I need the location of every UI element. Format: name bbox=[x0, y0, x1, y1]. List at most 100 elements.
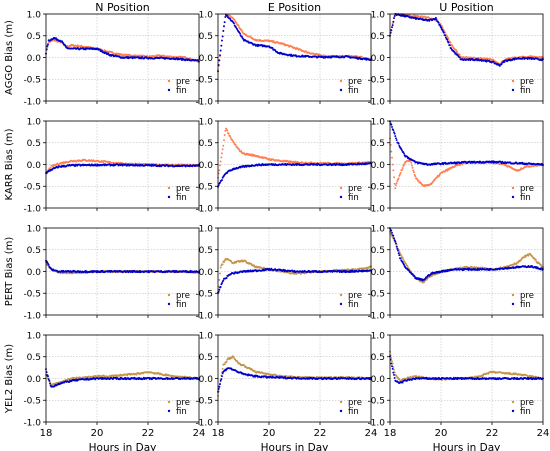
data-point-fin bbox=[498, 65, 501, 67]
data-point-pre bbox=[52, 165, 55, 168]
data-point-fin bbox=[393, 132, 396, 135]
data-point-pre bbox=[272, 40, 275, 43]
y-tick-label: -0.5 bbox=[23, 397, 41, 407]
y-tick-label: -0.5 bbox=[195, 76, 213, 86]
data-point-fin bbox=[398, 254, 401, 257]
data-point-fin bbox=[104, 51, 107, 54]
data-point-pre bbox=[221, 152, 223, 155]
data-point-fin bbox=[392, 234, 395, 237]
y-tick-label: 1.0 bbox=[27, 10, 42, 20]
data-point-pre bbox=[226, 129, 229, 132]
data-point-fin bbox=[446, 38, 449, 41]
data-point-fin bbox=[396, 247, 399, 250]
data-point-pre bbox=[399, 173, 401, 176]
x-tick-label: 22 bbox=[142, 428, 155, 439]
data-point-pre bbox=[406, 264, 409, 267]
y-tick-label: -0.5 bbox=[367, 290, 385, 300]
y-tick-label: -0.5 bbox=[195, 290, 213, 300]
data-point-fin bbox=[218, 59, 221, 62]
data-point-fin bbox=[391, 231, 393, 234]
y-tick-label: 0.5 bbox=[27, 139, 41, 149]
legend-marker-fin bbox=[339, 195, 343, 199]
legend-marker-pre bbox=[167, 186, 171, 190]
data-point-fin bbox=[221, 35, 224, 38]
legend-label-fin: fin bbox=[176, 407, 187, 417]
data-point-pre bbox=[240, 150, 243, 153]
data-point-pre bbox=[492, 58, 495, 61]
data-point-fin bbox=[390, 229, 393, 232]
data-point-pre bbox=[225, 360, 228, 363]
data-point-pre bbox=[219, 272, 221, 275]
data-point-fin bbox=[458, 56, 461, 59]
data-point-fin bbox=[395, 242, 397, 245]
legend-label-pre: pre bbox=[348, 77, 362, 87]
y-axis-label: AGGO Bias (m) bbox=[4, 20, 15, 95]
data-point-fin bbox=[390, 29, 393, 32]
legend-label-fin: fin bbox=[348, 193, 359, 203]
y-tick-label: -1.0 bbox=[195, 204, 213, 214]
y-tick-label: 0.0 bbox=[199, 161, 214, 171]
data-point-pre bbox=[227, 132, 230, 135]
data-point-fin bbox=[392, 20, 395, 23]
data-point-pre bbox=[390, 150, 393, 153]
data-point-pre bbox=[224, 129, 227, 132]
y-tick-label: 0.5 bbox=[27, 246, 41, 256]
legend-label-fin: fin bbox=[176, 86, 187, 96]
legend-marker-fin bbox=[167, 409, 171, 413]
data-point-fin bbox=[395, 139, 398, 141]
data-point-fin bbox=[453, 51, 456, 53]
data-point-pre bbox=[393, 182, 396, 185]
data-point-pre bbox=[219, 266, 222, 269]
data-point-fin bbox=[503, 61, 506, 63]
column-title: E Position bbox=[268, 1, 321, 14]
data-point-fin bbox=[221, 179, 223, 182]
data-point-fin bbox=[442, 31, 445, 34]
data-point-fin bbox=[47, 375, 49, 378]
y-tick-label: -0.5 bbox=[367, 76, 385, 86]
legend-marker-pre bbox=[167, 400, 171, 404]
data-point-fin bbox=[47, 43, 49, 46]
data-point-pre bbox=[222, 144, 225, 147]
data-point-fin bbox=[62, 42, 65, 45]
data-point-fin bbox=[391, 26, 393, 29]
y-tick-label: 0.0 bbox=[27, 375, 42, 385]
y-tick-label: 0.0 bbox=[27, 161, 42, 171]
data-point-fin bbox=[219, 54, 221, 57]
y-tick-label: 0.0 bbox=[371, 54, 386, 64]
data-point-pre bbox=[221, 367, 224, 370]
legend-label-fin: fin bbox=[520, 86, 531, 96]
data-point-fin bbox=[395, 137, 397, 140]
y-tick-label: -1.0 bbox=[367, 204, 385, 214]
data-point-pre bbox=[237, 24, 240, 27]
y-tick-label: 1.0 bbox=[371, 10, 386, 20]
y-tick-label: 1.0 bbox=[199, 224, 214, 234]
data-point-fin bbox=[390, 123, 393, 126]
data-point-pre bbox=[446, 35, 449, 38]
data-point-fin bbox=[47, 263, 50, 266]
data-point-pre bbox=[219, 160, 222, 163]
y-tick-label: 0.0 bbox=[27, 268, 42, 278]
x-tick-label: 20 bbox=[91, 428, 104, 439]
data-point-fin bbox=[98, 48, 101, 51]
y-tick-label: 0.5 bbox=[27, 32, 41, 42]
y-tick-label: 0.5 bbox=[199, 32, 213, 42]
legend-marker-pre bbox=[339, 79, 343, 83]
legend-marker-pre bbox=[511, 293, 515, 297]
data-point-fin bbox=[222, 279, 225, 282]
data-point-pre bbox=[395, 184, 397, 187]
data-point-fin bbox=[403, 152, 405, 155]
data-point-fin bbox=[393, 15, 396, 17]
data-point-fin bbox=[222, 29, 225, 32]
data-point-pre bbox=[46, 46, 49, 49]
data-point-pre bbox=[241, 29, 243, 32]
y-tick-label: 1.0 bbox=[27, 117, 42, 127]
data-point-pre bbox=[420, 15, 423, 18]
legend-marker-fin bbox=[339, 302, 343, 306]
data-point-pre bbox=[392, 169, 395, 172]
data-point-fin bbox=[219, 49, 222, 52]
y-tick-label: 1.0 bbox=[371, 224, 386, 234]
data-point-pre bbox=[391, 22, 394, 25]
legend-label-fin: fin bbox=[348, 300, 359, 310]
legend-label-fin: fin bbox=[176, 193, 187, 203]
